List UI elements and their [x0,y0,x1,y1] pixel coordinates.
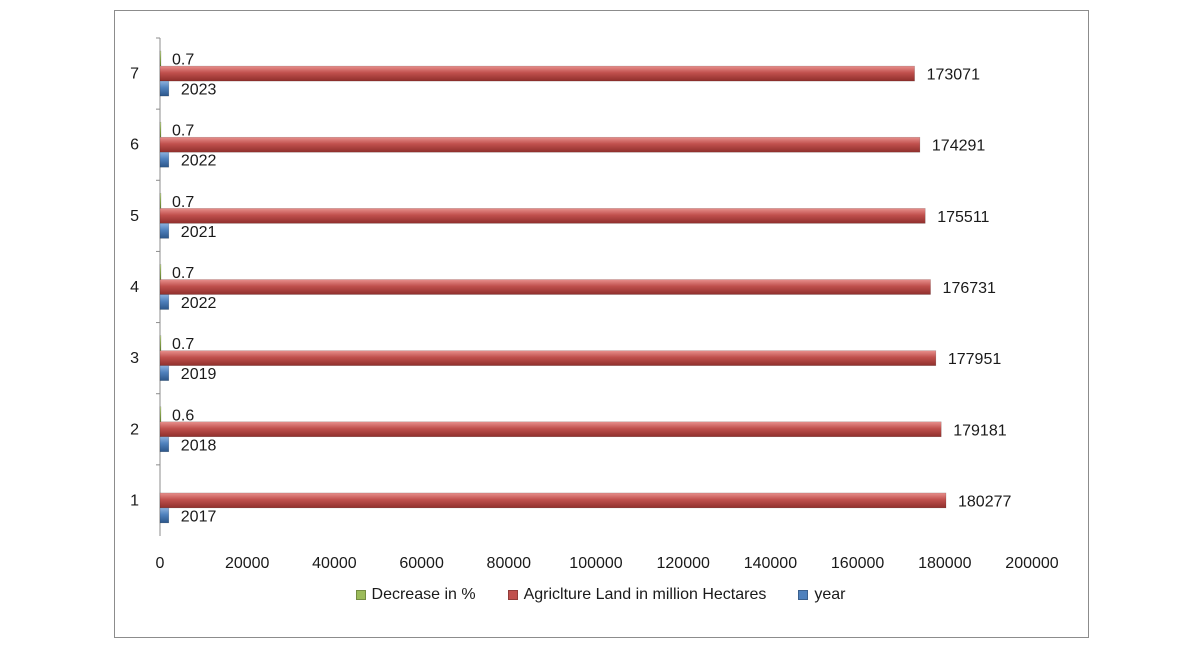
legend-label: Decrease in % [371,586,476,603]
legend-item: year [798,586,845,604]
data-label: 2018 [181,437,217,454]
y-tick-label: 4 [130,279,139,296]
legend-item: Agriclture Land in million Hectares [507,586,767,604]
x-tick-label: 120000 [657,555,710,572]
bar [159,193,162,209]
legend-swatch [507,590,518,600]
bar [159,436,170,453]
x-tick-label: 140000 [744,555,797,572]
data-label: 177951 [948,351,1001,368]
x-tick-label: 200000 [1005,555,1058,572]
legend-swatch [798,590,809,600]
x-tick-label: 0 [156,555,165,572]
y-tick-label: 3 [130,350,139,367]
x-tick-label: 80000 [487,555,532,572]
bar [159,421,942,438]
data-label: 0.7 [172,52,194,69]
x-tick-label: 20000 [225,555,270,572]
data-label: 2022 [181,295,217,312]
y-tick-label: 2 [130,421,139,438]
x-tick-label: 180000 [918,555,971,572]
y-tick-label: 5 [130,208,139,225]
data-label: 176731 [943,280,996,297]
bar [159,350,937,366]
legend-label: Agriclture Land in million Hectares [523,586,767,603]
bar [159,264,162,280]
bar [159,50,162,67]
bar [159,507,170,524]
bar [159,223,170,239]
data-label: 174291 [932,138,985,155]
bar [159,279,931,295]
data-label: 2021 [181,224,217,241]
data-label: 180277 [958,493,1011,510]
bar [159,406,162,423]
bar [159,136,921,153]
legend: Decrease in % Agriclture Land in million … [0,586,1201,605]
legend-swatch [355,590,366,600]
bar [159,121,162,138]
bar [159,335,162,351]
data-label: 0.7 [172,336,194,353]
data-label: 2017 [181,508,217,525]
data-label: 173071 [927,67,980,84]
chart-area [114,10,1089,638]
data-label: 2022 [181,153,217,170]
bar [159,294,170,310]
data-label: 179181 [953,422,1006,439]
x-tick-label: 100000 [569,555,622,572]
bar [159,365,170,381]
bar [159,492,947,509]
x-tick-label: 40000 [312,555,357,572]
x-tick-label: 160000 [831,555,884,572]
data-label: 2023 [181,82,217,99]
data-label: 0.7 [172,194,194,211]
data-label: 2019 [181,366,217,383]
data-label: 0.6 [172,407,194,424]
bar [159,80,170,97]
data-label: 175511 [937,209,989,226]
data-label: 0.7 [172,123,194,140]
x-tick-label: 60000 [399,555,444,572]
bar [159,65,915,82]
y-tick-label: 7 [130,66,139,83]
y-tick-label: 6 [130,137,139,154]
legend-item: Decrease in % [355,586,476,604]
data-label: 0.7 [172,265,194,282]
legend-label: year [814,586,846,603]
bar [159,208,926,224]
bar [159,151,170,168]
y-tick-label: 1 [130,492,139,509]
